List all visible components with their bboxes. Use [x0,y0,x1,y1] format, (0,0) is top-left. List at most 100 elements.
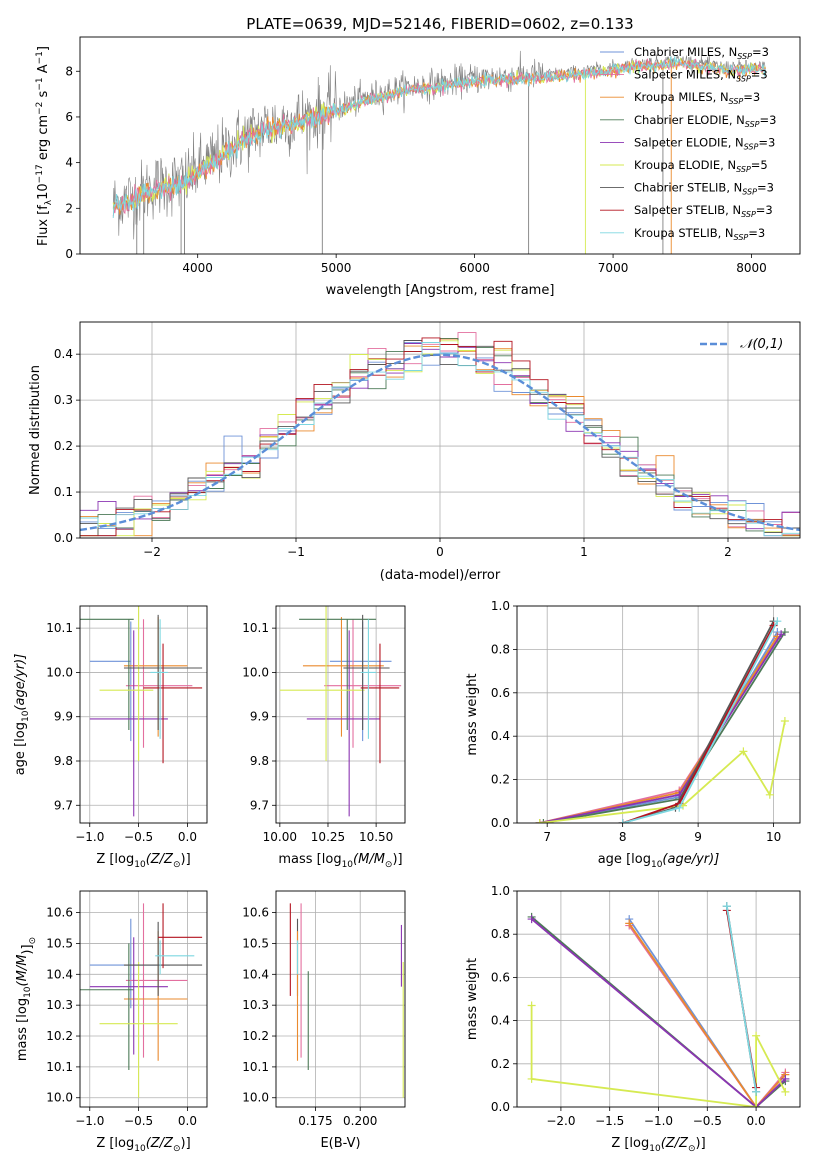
y-tick-label: 4 [65,156,73,170]
label-part: ⊙ [28,937,38,945]
x-tick-label: 4000 [182,261,213,275]
x-tick-label: −2.0 [546,1114,575,1128]
label-part: SSP [741,210,756,219]
label-part: (M/M [353,852,385,867]
mass-vs-ebv-panel: 0.175 0.200 10.0 10.1 10.2 10.3 10.4 10.5 10.6 E(… [242,890,406,1151]
label-part: Kroupa MILES, N [634,90,729,104]
axes-frame [275,890,406,1108]
y-tick-label: 8 [65,64,73,78]
marker-plus-chabrier_elodie [539,819,548,823]
label-part: Kroupa ELODIE, N [634,158,736,172]
marker-plus-kroupa_stelib [752,1087,761,1096]
legend-label-chabrier_miles: Chabrier MILES, NSSP=3 [634,45,769,61]
y-tick-label: 10.0 [46,665,73,679]
label-part: (age/yr)] [662,852,719,867]
y-tick-label: 0.8 [491,927,510,941]
marker-plus-kroupa_elodie [527,1074,536,1083]
x-tick-label: 0 [436,545,444,559]
label-part: (M/M [15,955,30,987]
plot-area [527,902,790,1107]
label-part: age [log [13,722,28,775]
x-tick-label: 5000 [321,261,352,275]
x-axis-label: Z [log10(Z/Z⊙)] [96,1136,190,1154]
plot-area [80,332,800,538]
mass-weight-vs-metallicity-panel: −2.0 −1.5 −1.0 −0.5 0.0 0.0 0.2 0.4 0.6 0.8 1.0 Z [… [465,884,801,1154]
y-tick-label: 9.7 [250,798,269,812]
legend-label-kroupa_miles: Kroupa MILES, NSSP=3 [634,90,760,106]
label-part: Flux [f [36,205,51,246]
series-line-chabrier_elodie [531,916,786,1107]
y-tick-label: 9.8 [54,754,73,768]
y-axis-label: mass weight [465,673,480,755]
label-part: 10 [21,710,31,722]
axes-frame [79,321,801,539]
marker-plus-salpeter_elodie [527,915,536,924]
y-tick-label: 0.0 [491,816,510,830]
label-part: Salpeter MILES, N [634,68,736,82]
label-part: SSP [744,142,759,151]
series-line-kroupa_miles [628,922,787,1107]
x-tick-label: −2 [143,545,161,559]
label-part: −17 [35,164,45,183]
y-tick-label: 10.0 [46,1091,73,1105]
marker-plus-kroupa_stelib [675,803,684,812]
y-tick-label: 0.6 [491,686,510,700]
axes-frame [516,605,801,824]
x-tick-label: −1.0 [75,1114,104,1128]
x-axis-label: age [log10(age/yr)] [598,852,720,870]
y-tick-label: 2 [65,201,73,215]
legend-label-salpeter_stelib: Salpeter STELIB, NSSP=3 [634,203,773,219]
plot-area [289,903,404,1098]
y-tick-label: 10.1 [46,1060,73,1074]
y-axis-label: mass weight [465,958,480,1040]
label-part: ⊙ [173,860,181,870]
x-axis-label: mass [log10(M/M⊙)] [278,852,402,870]
label-part: SSP [745,120,760,129]
label-part: mass [log [15,998,30,1061]
label-part: ⊙ [385,860,393,870]
x-tick-label: 7 [543,830,551,844]
y-tick-label: 0.0 [491,1100,510,1114]
marker-plus-kroupa_elodie [752,1103,761,1107]
label-part: λ [44,199,54,205]
y-tick-label: 0.3 [54,393,73,407]
y-tick-label: 10.1 [242,1060,269,1074]
y-tick-label: 9.9 [54,710,73,724]
legend-label-normal: 𝒩(0,1) [740,337,783,352]
age-vs-metallicity-panel: −1.0 −0.5 0.09.79.89.910.010.1Z [log10(Z/Z… [13,605,208,870]
series-line-kroupa_stelib [725,905,757,1093]
x-tick-label: 0.0 [747,1114,766,1128]
label-part: SSP [742,188,757,197]
y-tick-label: 1.0 [491,599,510,613]
plot-area [279,606,402,817]
label-part: Kroupa STELIB, N [634,226,734,240]
x-axis-label: (data-model)/error [380,568,501,583]
y-tick-label: 0 [65,247,73,261]
label-part: Chabrier ELODIE, N [634,113,745,127]
label-part: =3 [751,68,768,82]
age-vs-mass-panel: 10.00 10.25 10.50 9.7 9.8 9.9 10.0 10.1 mass [lo… [242,605,406,870]
x-tick-label: 0.175 [298,1114,332,1128]
x-tick-label: 9 [694,830,702,844]
marker-plus-salpeter_elodie [781,1074,790,1083]
label-part: =3 [756,203,773,217]
label-part: Salpeter STELIB, N [634,203,741,217]
x-tick-label: 0.0 [178,830,197,844]
label-part: E(B-V) [320,1136,360,1151]
y-tick-label: 10.2 [46,1029,73,1043]
x-tick-label: −0.5 [124,830,153,844]
axes-frame [79,36,801,255]
label-part: SSP [729,97,744,106]
label-part: (Z/Z [661,1136,689,1151]
y-tick-label: 0.1 [54,485,73,499]
marker-plus-kroupa_elodie [765,790,774,799]
x-axis-label: Z [log10(Z/Z⊙)] [611,1136,705,1154]
label-part: =5 [751,158,768,172]
marker-plus-kroupa_elodie [739,747,748,756]
marker-plus-kroupa_elodie [780,717,789,726]
x-tick-label: −1.0 [75,830,104,844]
x-tick-label: −1.5 [595,1114,624,1128]
mass-vs-metallicity-panel: −1.0 −0.5 0.0 10.0 10.1 10.2 10.3 10.4 10.5 10.6 Z… [15,890,208,1154]
label-part: mass [log [278,852,341,867]
